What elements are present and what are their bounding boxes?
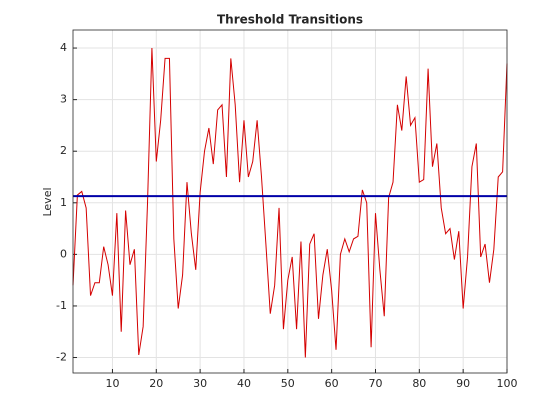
x-tick-label: 80 bbox=[412, 377, 426, 390]
x-tick-label: 30 bbox=[193, 377, 207, 390]
y-tick-label: 0 bbox=[60, 247, 67, 260]
y-tick-label: 1 bbox=[60, 196, 67, 209]
y-tick-label: -2 bbox=[56, 351, 67, 364]
y-tick-label: 4 bbox=[60, 41, 67, 54]
x-tick-label: 20 bbox=[149, 377, 163, 390]
x-tick-label: 60 bbox=[325, 377, 339, 390]
x-tick-label: 70 bbox=[368, 377, 382, 390]
y-tick-label: 3 bbox=[60, 93, 67, 106]
axes-box bbox=[72, 29, 508, 374]
y-axis-label: Level bbox=[41, 187, 54, 216]
data-line bbox=[72, 48, 508, 358]
x-tick-label: 10 bbox=[105, 377, 119, 390]
x-tick-label: 40 bbox=[237, 377, 251, 390]
chart-title: Threshold Transitions bbox=[217, 13, 363, 27]
y-tick-label: 2 bbox=[60, 144, 67, 157]
y-tick-label: -1 bbox=[56, 299, 67, 312]
x-tick-label: 90 bbox=[456, 377, 470, 390]
x-tick-label: 100 bbox=[497, 377, 518, 390]
x-tick-label: 50 bbox=[281, 377, 295, 390]
